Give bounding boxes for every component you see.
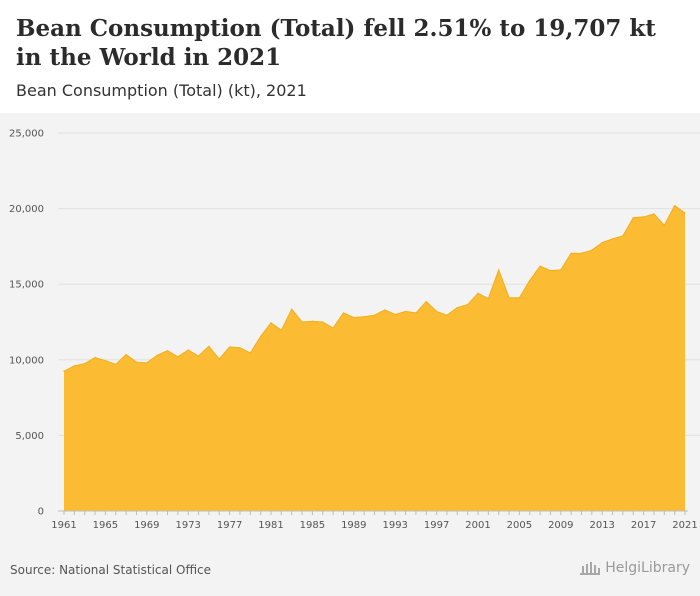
y-tick-label: 0 [38, 507, 44, 518]
x-tick-label: 1989 [341, 520, 366, 531]
data-point [611, 238, 614, 240]
x-tick-label: 1981 [258, 520, 283, 531]
data-point [104, 359, 106, 362]
data-point [404, 310, 407, 313]
data-point [177, 356, 179, 358]
data-point [436, 310, 438, 313]
data-point [125, 353, 127, 356]
data-point [394, 313, 396, 316]
chart-header: Bean Consumption (Total) fell 2.51% to 1… [0, 0, 700, 113]
data-point [508, 297, 510, 299]
data-point [270, 322, 272, 324]
data-point [156, 354, 158, 356]
data-point [135, 361, 138, 363]
y-tick-label: 5,000 [15, 431, 44, 442]
data-point [229, 346, 231, 348]
data-point [653, 213, 655, 215]
data-point [208, 345, 210, 347]
x-tick-label: 1969 [134, 520, 159, 531]
data-point [570, 252, 572, 254]
y-axis: 0 5,000 10,000 15,000 20,000 25,000 [9, 129, 44, 518]
data-point [363, 316, 365, 318]
y-tick-label: 20,000 [9, 204, 44, 215]
data-point [487, 297, 489, 300]
x-tick-label: 2009 [548, 520, 573, 531]
x-tick-label: 2005 [507, 520, 532, 531]
data-point [477, 292, 479, 294]
y-tick-label: 10,000 [9, 355, 44, 366]
library-building-icon [580, 562, 601, 575]
data-point [632, 217, 634, 219]
data-point [373, 314, 376, 316]
data-point [115, 363, 117, 365]
data-point [187, 349, 189, 351]
data-point [280, 329, 282, 331]
data-point [684, 212, 686, 214]
data-point [549, 269, 552, 272]
data-point [94, 356, 96, 359]
data-point [342, 312, 345, 314]
helgilibrary-logo: HelgiLibrary [579, 560, 690, 576]
x-tick-label: 2013 [589, 520, 614, 531]
x-tick-label: 1961 [51, 520, 76, 531]
x-tick-label: 1993 [382, 520, 407, 531]
data-point [322, 321, 324, 323]
x-tick-label: 1965 [93, 520, 118, 531]
data-point [73, 365, 75, 367]
data-point [301, 321, 303, 323]
data-point [591, 249, 593, 251]
x-tick-label: 2001 [465, 520, 490, 531]
x-tick-label: 1985 [300, 520, 325, 531]
data-point [239, 347, 241, 349]
data-point [146, 362, 148, 364]
data-point [601, 242, 603, 244]
data-point [663, 224, 665, 226]
area-series [63, 204, 686, 511]
data-point [498, 269, 500, 271]
data-point [84, 362, 86, 365]
data-point [332, 327, 334, 329]
x-tick-label: 1977 [217, 520, 242, 531]
data-point [446, 314, 448, 316]
x-tick-label: 2017 [631, 520, 656, 531]
area-fill [64, 205, 685, 511]
data-point [539, 265, 541, 267]
data-point [166, 350, 169, 352]
data-point [467, 304, 469, 306]
data-point [311, 320, 313, 322]
data-point [456, 307, 458, 309]
data-point [529, 279, 531, 282]
x-tick-label: 2021 [672, 520, 697, 531]
chart-subtitle: Bean Consumption (Total) (kt), 2021 [16, 81, 307, 100]
data-point [218, 358, 220, 360]
data-point [622, 235, 624, 237]
chart-title: Bean Consumption (Total) fell 2.51% to 1… [16, 15, 656, 71]
logo-text: HelgiLibrary [605, 560, 690, 576]
data-point [674, 204, 676, 207]
data-point [560, 269, 562, 271]
data-point [260, 335, 262, 337]
data-point [425, 300, 427, 303]
data-point [63, 370, 65, 372]
data-point [643, 216, 645, 218]
data-point [580, 252, 583, 254]
data-point [249, 352, 251, 354]
y-tick-label: 25,000 [9, 129, 44, 140]
data-point [197, 355, 200, 357]
data-point [384, 309, 386, 311]
y-tick-label: 15,000 [9, 280, 44, 291]
data-point [518, 297, 521, 299]
x-tick-label: 1973 [175, 520, 200, 531]
x-tick-label: 1997 [424, 520, 449, 531]
data-point [415, 312, 417, 314]
data-point [291, 308, 293, 310]
source-note: Source: National Statistical Office [10, 563, 212, 577]
x-axis: 1961 1965 1969 1973 1977 1981 1985 1989 1993 1997… [51, 510, 698, 531]
data-point [353, 316, 355, 319]
